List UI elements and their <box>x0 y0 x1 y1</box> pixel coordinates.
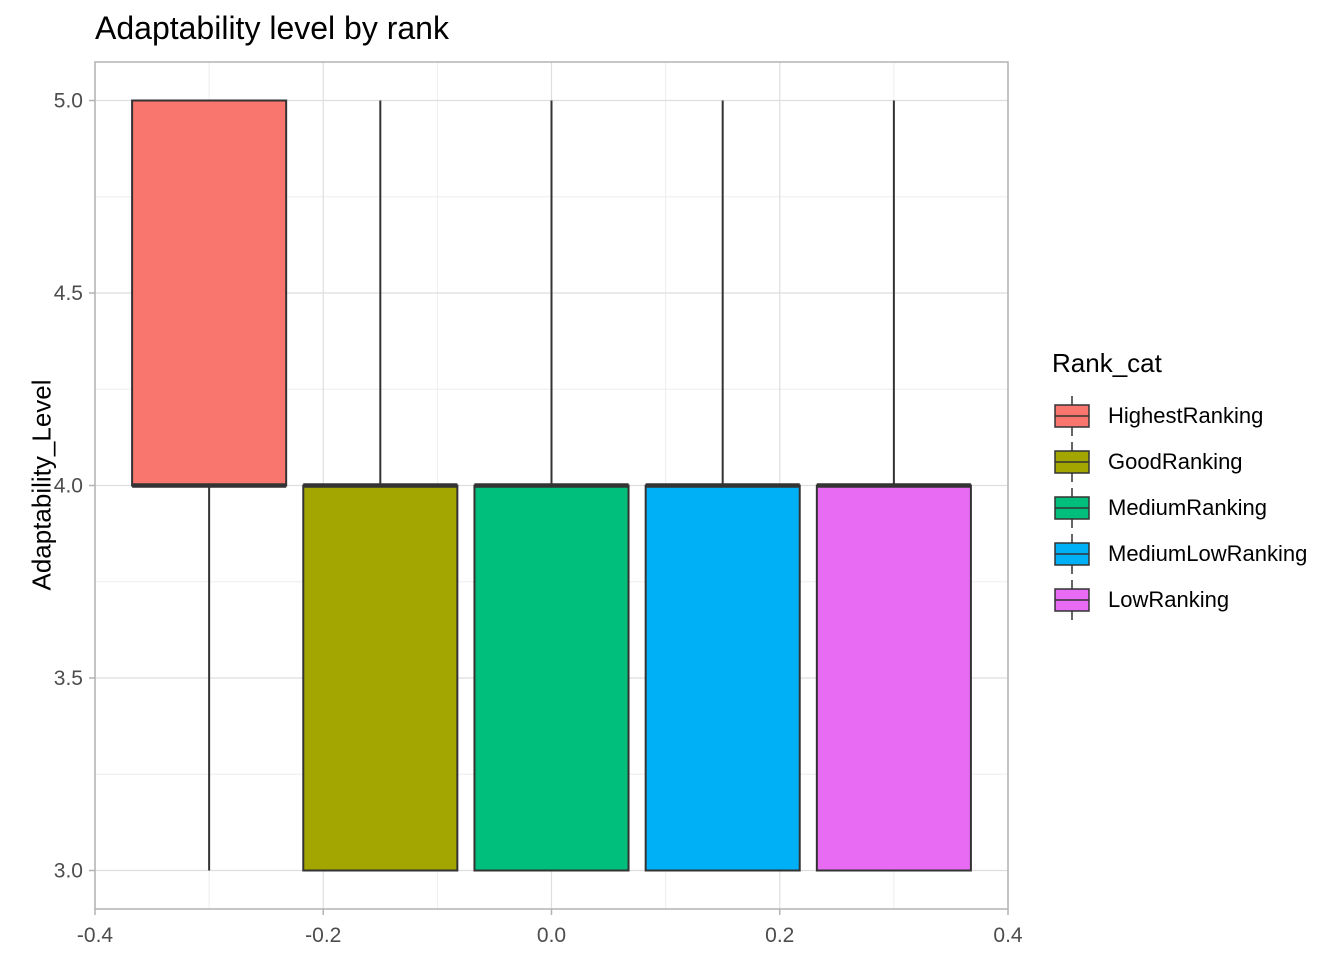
legend-label: HighestRanking <box>1108 403 1264 428</box>
y-tick-label: 3.0 <box>54 860 83 883</box>
y-tick-label: 4.5 <box>54 282 83 305</box>
x-tick-label: 0.2 <box>765 924 794 947</box>
legend-label: MediumRanking <box>1108 495 1267 520</box>
legend-item: MediumLowRanking <box>1052 531 1307 577</box>
legend-item: HighestRanking <box>1052 393 1307 439</box>
chart-title: Adaptability level by rank <box>95 10 449 46</box>
x-tick-label: -0.2 <box>305 924 341 947</box>
legend-title: Rank_cat <box>1052 348 1162 378</box>
legend: Rank_cat HighestRanking GoodRanking Medium… <box>1052 348 1307 623</box>
legend-label: GoodRanking <box>1108 449 1243 474</box>
legend-items: HighestRanking GoodRanking MediumRanking Me… <box>1052 393 1307 623</box>
box-HighestRanking <box>131 99 288 487</box>
box-GoodRanking <box>302 484 459 872</box>
legend-key <box>1054 442 1090 482</box>
box-LowRanking <box>815 484 972 872</box>
box-MediumLowRanking <box>644 484 801 872</box>
legend-key <box>1054 580 1090 620</box>
legend-item: MediumRanking <box>1052 485 1307 531</box>
x-tick-label: -0.4 <box>77 924 114 947</box>
y-tick-label: 3.5 <box>54 667 83 690</box>
y-tick-label: 4.0 <box>54 475 83 498</box>
x-tick-label: 0.4 <box>993 924 1023 947</box>
legend-key <box>1054 396 1090 436</box>
x-tick-label: 0.0 <box>537 924 566 947</box>
legend-key <box>1054 534 1090 574</box>
y-tick-label: 5.0 <box>54 90 83 113</box>
legend-key <box>1054 488 1090 528</box>
legend-item: GoodRanking <box>1052 439 1307 485</box>
legend-label: LowRanking <box>1108 587 1230 612</box>
legend-label: MediumLowRanking <box>1108 541 1308 566</box>
legend-item: LowRanking <box>1052 577 1307 623</box>
box-MediumRanking <box>473 484 630 872</box>
